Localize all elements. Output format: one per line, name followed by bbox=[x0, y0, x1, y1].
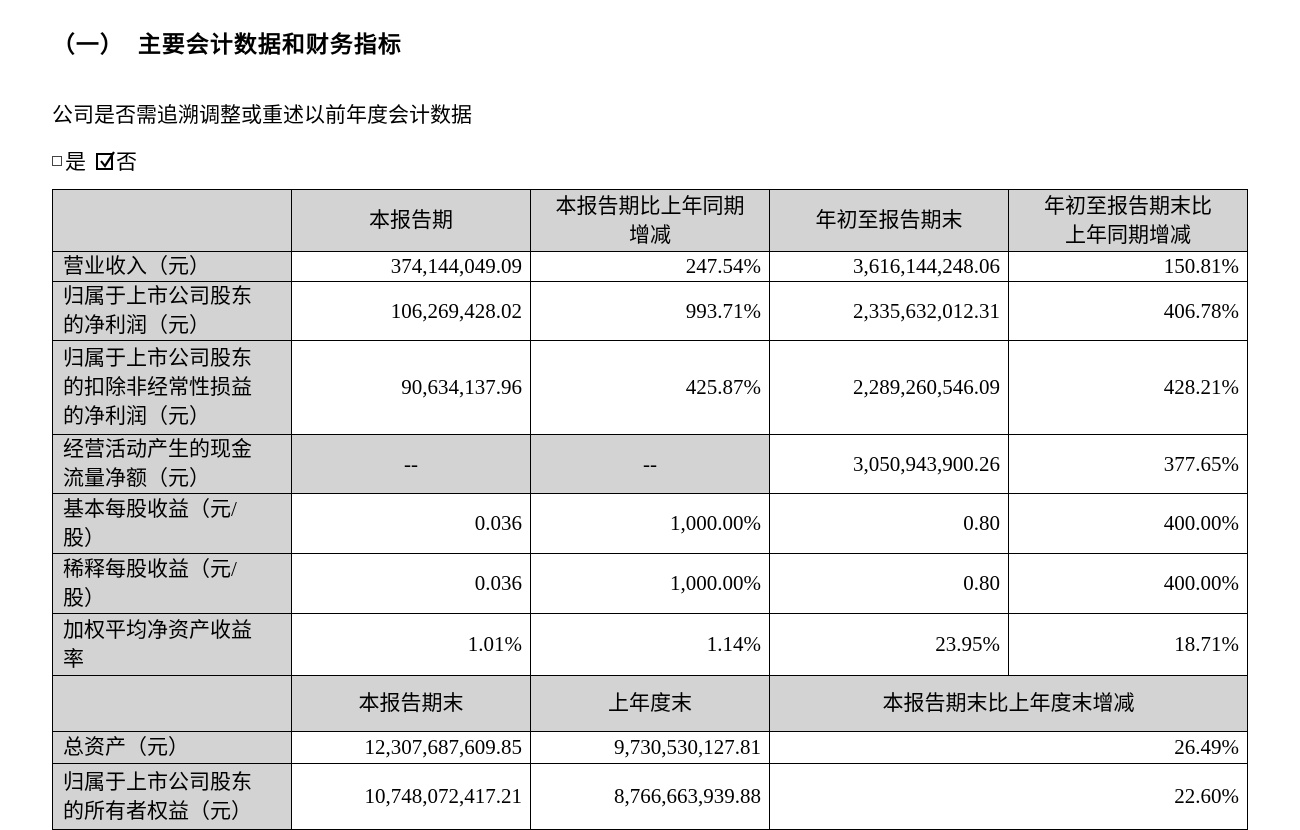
header-end-of-last-year: 上年度末 bbox=[530, 675, 770, 732]
option-no-label: 否 bbox=[116, 150, 137, 174]
value-cell: 106,269,428.02 bbox=[291, 281, 531, 341]
value-cell: 0.80 bbox=[769, 493, 1009, 554]
value-cell: 1,000.00% bbox=[530, 493, 770, 554]
value-cell: 2,335,632,012.31 bbox=[769, 281, 1009, 341]
table-row-revenue: 营业收入（元） 374,144,049.09 247.54% 3,616,144… bbox=[52, 251, 1248, 282]
value-cell: 150.81% bbox=[1008, 251, 1248, 282]
header-row-period: 本报告期 本报告期比上年同期 增减 年初至报告期末 年初至报告期末比 上年同期增… bbox=[52, 189, 1248, 252]
value-cell: 18.71% bbox=[1008, 613, 1248, 676]
row-label: 基本每股收益（元/ 股） bbox=[52, 493, 292, 554]
option-yes-label: 是 bbox=[65, 150, 86, 174]
row-label: 归属于上市公司股东 的扣除非经常性损益 的净利润（元） bbox=[52, 340, 292, 435]
value-cell: 22.60% bbox=[769, 763, 1248, 830]
table-row-total-assets: 总资产（元） 12,307,687,609.85 9,730,530,127.8… bbox=[52, 731, 1248, 764]
value-cell: 247.54% bbox=[530, 251, 770, 282]
header-cell-empty bbox=[52, 675, 292, 732]
value-cell: 3,616,144,248.06 bbox=[769, 251, 1009, 282]
table-row-net-profit: 归属于上市公司股东 的净利润（元） 106,269,428.02 993.71%… bbox=[52, 281, 1248, 341]
table-row-basic-eps: 基本每股收益（元/ 股） 0.036 1,000.00% 0.80 400.00… bbox=[52, 493, 1248, 554]
value-cell: 400.00% bbox=[1008, 493, 1248, 554]
row-label: 归属于上市公司股东 的所有者权益（元） bbox=[52, 763, 292, 830]
value-cell: 1.01% bbox=[291, 613, 531, 676]
value-cell: 90,634,137.96 bbox=[291, 340, 531, 435]
section-number: （一） bbox=[52, 32, 124, 57]
value-cell: 425.87% bbox=[530, 340, 770, 435]
value-cell: -- bbox=[291, 434, 531, 494]
value-cell: 374,144,049.09 bbox=[291, 251, 531, 282]
table-row-weighted-avg-roe: 加权平均净资产收益 率 1.01% 1.14% 23.95% 18.71% bbox=[52, 613, 1248, 676]
checkbox-unchecked-icon bbox=[52, 156, 62, 166]
table-row-operating-cash-flow: 经营活动产生的现金 流量净额（元） -- -- 3,050,943,900.26… bbox=[52, 434, 1248, 494]
value-cell: 3,050,943,900.26 bbox=[769, 434, 1009, 494]
value-cell: 0.80 bbox=[769, 553, 1009, 614]
value-cell: 1,000.00% bbox=[530, 553, 770, 614]
header-ytd-yoy-change: 年初至报告期末比 上年同期增减 bbox=[1008, 189, 1248, 252]
table-row-owners-equity: 归属于上市公司股东 的所有者权益（元） 10,748,072,417.21 8,… bbox=[52, 763, 1248, 830]
restatement-question: 公司是否需追溯调整或重述以前年度会计数据 bbox=[52, 103, 472, 127]
header-period-yoy-change: 本报告期比上年同期 增减 bbox=[530, 189, 770, 252]
value-cell: 0.036 bbox=[291, 553, 531, 614]
value-cell: 1.14% bbox=[530, 613, 770, 676]
section-title: （一） 主要会计数据和财务指标 bbox=[52, 25, 1248, 59]
header-ytd: 年初至报告期末 bbox=[769, 189, 1009, 252]
checkbox-checked-icon bbox=[96, 150, 115, 170]
row-label: 加权平均净资产收益 率 bbox=[52, 613, 292, 676]
value-cell: 400.00% bbox=[1008, 553, 1248, 614]
header-row-yearend: 本报告期末 上年度末 本报告期末比上年度末增减 bbox=[52, 675, 1248, 732]
value-cell: 406.78% bbox=[1008, 281, 1248, 341]
row-label: 稀释每股收益（元/ 股） bbox=[52, 553, 292, 614]
table-row-net-profit-excl-nonrecurring: 归属于上市公司股东 的扣除非经常性损益 的净利润（元） 90,634,137.9… bbox=[52, 340, 1248, 435]
row-label: 总资产（元） bbox=[52, 731, 292, 764]
option-no: 否 bbox=[96, 146, 137, 176]
header-end-of-period: 本报告期末 bbox=[291, 675, 531, 732]
header-current-period: 本报告期 bbox=[291, 189, 531, 252]
value-cell: 26.49% bbox=[769, 731, 1248, 764]
table-row-diluted-eps: 稀释每股收益（元/ 股） 0.036 1,000.00% 0.80 400.00… bbox=[52, 553, 1248, 614]
row-label: 归属于上市公司股东 的净利润（元） bbox=[52, 281, 292, 341]
value-cell: 9,730,530,127.81 bbox=[530, 731, 770, 764]
restatement-answer: 是 否 bbox=[52, 146, 1248, 176]
value-cell: 428.21% bbox=[1008, 340, 1248, 435]
header-cell-empty bbox=[52, 189, 292, 252]
row-label: 经营活动产生的现金 流量净额（元） bbox=[52, 434, 292, 494]
value-cell: 377.65% bbox=[1008, 434, 1248, 494]
value-cell: 23.95% bbox=[769, 613, 1009, 676]
header-change-vs-yearend: 本报告期末比上年度末增减 bbox=[769, 675, 1248, 732]
value-cell: -- bbox=[530, 434, 770, 494]
value-cell: 8,766,663,939.88 bbox=[530, 763, 770, 830]
financial-indicators-table: 本报告期 本报告期比上年同期 增减 年初至报告期末 年初至报告期末比 上年同期增… bbox=[52, 189, 1248, 830]
value-cell: 10,748,072,417.21 bbox=[291, 763, 531, 830]
value-cell: 2,289,260,546.09 bbox=[769, 340, 1009, 435]
value-cell: 0.036 bbox=[291, 493, 531, 554]
section-title-text: 主要会计数据和财务指标 bbox=[138, 32, 402, 57]
option-yes: 是 bbox=[52, 146, 86, 176]
value-cell: 12,307,687,609.85 bbox=[291, 731, 531, 764]
row-label: 营业收入（元） bbox=[52, 251, 292, 282]
value-cell: 993.71% bbox=[530, 281, 770, 341]
